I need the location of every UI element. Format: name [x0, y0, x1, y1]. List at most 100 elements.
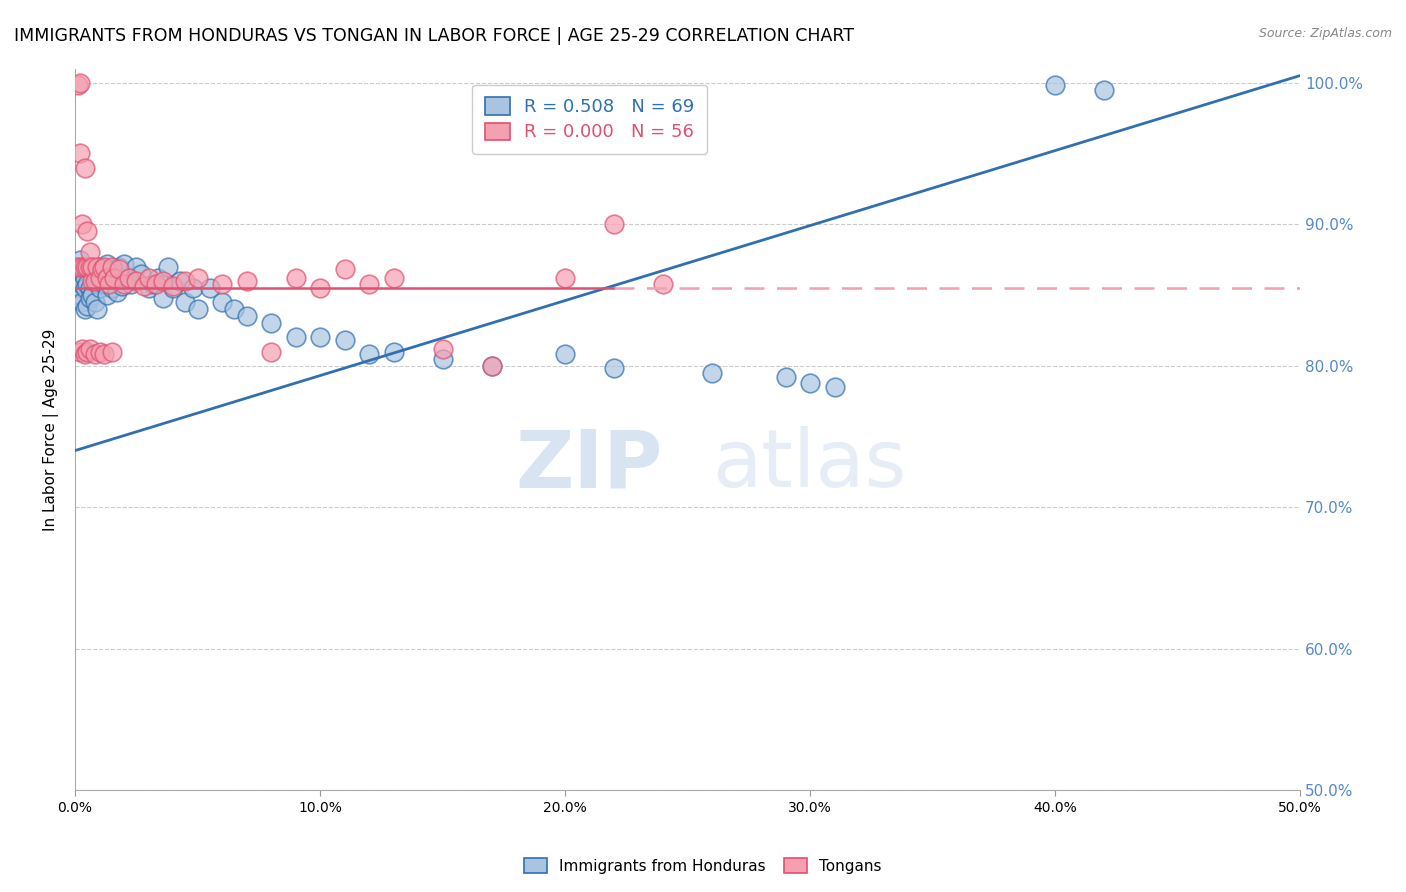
Point [73, 281, 96, 295]
Point [108, 262, 131, 277]
Point [82, 260, 104, 274]
Text: Source: ZipAtlas.com: Source: ZipAtlas.com [1258, 27, 1392, 40]
Point [284, 330, 307, 344]
Point [357, 347, 380, 361]
Point [89, 344, 111, 359]
Point [603, 217, 626, 231]
Point [89, 271, 111, 285]
Point [382, 271, 405, 285]
Point [554, 347, 576, 361]
Point [309, 281, 332, 295]
Point [162, 281, 184, 295]
Point [333, 333, 356, 347]
Point [357, 277, 380, 291]
Point [169, 274, 191, 288]
Point [91, 262, 114, 277]
Legend: R = 0.508   N = 69, R = 0.000   N = 56: R = 0.508 N = 69, R = 0.000 N = 56 [472, 85, 707, 154]
Point [73, 161, 96, 175]
Point [96, 257, 118, 271]
Point [260, 316, 283, 330]
Y-axis label: In Labor Force | Age 25-29: In Labor Force | Age 25-29 [44, 328, 59, 531]
Point [73, 271, 96, 285]
Point [79, 260, 101, 274]
Point [235, 274, 257, 288]
Point [66, 260, 89, 274]
Point [432, 342, 454, 356]
Point [152, 291, 174, 305]
Point [284, 271, 307, 285]
Point [103, 262, 125, 277]
Point [86, 301, 108, 316]
Legend: Immigrants from Honduras, Tongans: Immigrants from Honduras, Tongans [517, 852, 889, 880]
Point [118, 271, 141, 285]
Point [101, 344, 124, 359]
Point [73, 301, 96, 316]
Point [700, 366, 723, 380]
Point [72, 267, 94, 281]
Point [1092, 83, 1115, 97]
Point [89, 260, 111, 274]
Point [66, 78, 89, 93]
Point [79, 281, 101, 295]
Point [83, 347, 105, 361]
Point [260, 344, 283, 359]
Point [382, 344, 405, 359]
Point [76, 344, 98, 359]
Point [174, 274, 197, 288]
Point [89, 281, 111, 295]
Point [82, 260, 104, 274]
Point [69, 274, 91, 288]
Point [82, 274, 104, 288]
Point [98, 271, 121, 285]
Point [187, 301, 209, 316]
Point [101, 281, 124, 295]
Point [72, 217, 94, 231]
Point [79, 342, 101, 356]
Point [120, 277, 142, 291]
Point [142, 277, 165, 291]
Point [69, 344, 91, 359]
Point [111, 279, 134, 293]
Point [554, 271, 576, 285]
Point [224, 301, 246, 316]
Point [187, 271, 209, 285]
Point [76, 277, 98, 291]
Point [96, 288, 118, 302]
Point [93, 277, 115, 291]
Point [157, 260, 180, 274]
Point [138, 271, 160, 285]
Point [129, 267, 152, 281]
Point [86, 274, 108, 288]
Point [775, 370, 797, 384]
Point [174, 295, 197, 310]
Point [108, 260, 131, 274]
Point [125, 274, 148, 288]
Point [125, 260, 148, 274]
Point [181, 281, 204, 295]
Point [69, 76, 91, 90]
Point [83, 295, 105, 310]
Text: atlas: atlas [711, 426, 907, 504]
Point [162, 279, 184, 293]
Point [69, 288, 91, 302]
Point [103, 271, 125, 285]
Point [76, 260, 98, 274]
Point [235, 309, 257, 323]
Point [72, 295, 94, 310]
Point [79, 245, 101, 260]
Point [69, 146, 91, 161]
Point [112, 277, 135, 291]
Point [69, 252, 91, 267]
Point [1043, 78, 1066, 93]
Point [138, 281, 160, 295]
Point [799, 376, 821, 390]
Point [309, 330, 332, 344]
Point [76, 260, 98, 274]
Point [652, 277, 675, 291]
Point [73, 260, 96, 274]
Point [83, 267, 105, 281]
Point [211, 277, 233, 291]
Point [82, 288, 104, 302]
Point [98, 277, 121, 291]
Text: ZIP: ZIP [516, 426, 664, 504]
